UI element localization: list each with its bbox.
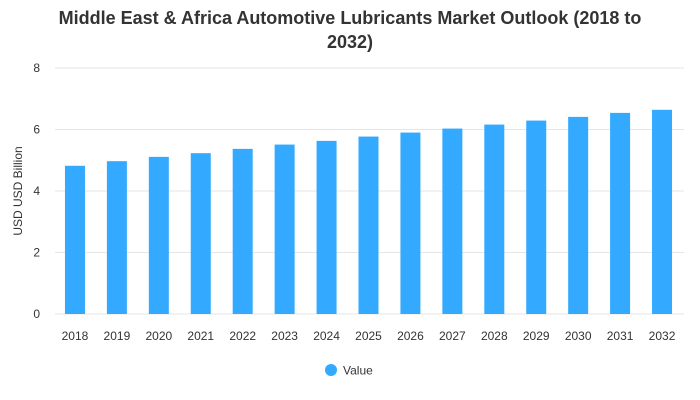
x-tick-label: 2021 [187, 329, 214, 343]
legend-label-value[interactable]: Value [343, 364, 373, 378]
bar-2026[interactable] [400, 132, 421, 314]
chart-title-line-1: Middle East & Africa Automotive Lubrican… [59, 8, 642, 28]
bar-2032[interactable] [652, 109, 673, 314]
bar-2025[interactable] [358, 136, 379, 314]
bar-2019[interactable] [106, 161, 127, 314]
y-axis-ticks: 0 2 4 6 8 [33, 61, 40, 321]
x-tick-label: 2024 [313, 329, 340, 343]
x-tick-label: 2020 [145, 329, 172, 343]
bar-2023[interactable] [274, 144, 295, 314]
y-tick-label: 0 [33, 307, 40, 321]
y-axis-label: USD USD Billion [11, 146, 25, 235]
bar-2031[interactable] [610, 112, 631, 315]
bar-2030[interactable] [568, 116, 589, 314]
x-tick-label: 2026 [397, 329, 424, 343]
x-tick-label: 2018 [62, 329, 89, 343]
chart-title: Middle East & Africa Automotive Lubrican… [59, 8, 642, 52]
legend-swatch-value[interactable] [325, 364, 337, 376]
y-tick-label: 8 [33, 61, 40, 75]
x-tick-label: 2025 [355, 329, 382, 343]
x-tick-label: 2029 [523, 329, 550, 343]
bar-2022[interactable] [232, 148, 253, 314]
y-tick-label: 6 [33, 123, 40, 137]
x-tick-label: 2022 [229, 329, 256, 343]
x-axis-ticks: 2018 2019 2020 2021 2022 2023 2024 2025 2026 2027… [62, 329, 676, 343]
x-tick-label: 2031 [607, 329, 634, 343]
bar-2021[interactable] [190, 153, 211, 314]
bar-2028[interactable] [484, 124, 505, 314]
x-tick-label: 2023 [271, 329, 298, 343]
x-tick-label: 2028 [481, 329, 508, 343]
x-tick-label: 2032 [649, 329, 676, 343]
x-tick-label: 2019 [104, 329, 131, 343]
bar-2024[interactable] [316, 140, 337, 314]
y-tick-label: 4 [33, 184, 40, 198]
bar-2018[interactable] [64, 165, 85, 314]
bar-2020[interactable] [148, 156, 169, 314]
bar-2027[interactable] [442, 128, 463, 314]
x-tick-label: 2030 [565, 329, 592, 343]
legend[interactable]: Value [325, 364, 373, 378]
chart-title-line-2: 2032) [327, 32, 373, 52]
bars [64, 109, 673, 315]
y-tick-label: 2 [33, 246, 40, 260]
x-tick-label: 2027 [439, 329, 466, 343]
bar-2029[interactable] [526, 120, 547, 315]
